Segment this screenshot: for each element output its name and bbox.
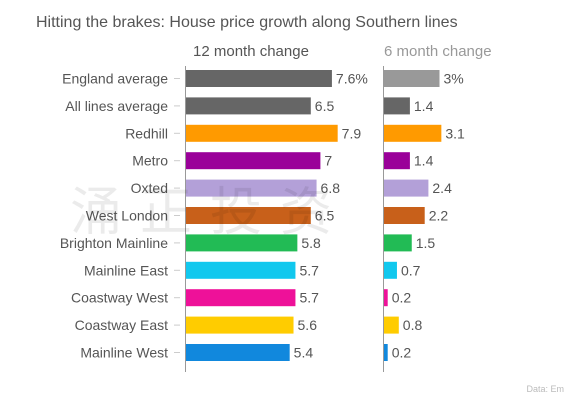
- bar: [384, 261, 397, 279]
- data-label: 7.6%: [336, 71, 368, 87]
- data-label: 0.7: [401, 262, 421, 278]
- data-label: 3%: [444, 71, 464, 87]
- category-label: Coastway East: [75, 317, 168, 333]
- bar: [384, 152, 410, 170]
- bar: [186, 179, 317, 197]
- data-label: 5.7: [299, 262, 319, 278]
- data-label: 2.2: [429, 208, 449, 224]
- bar: [384, 179, 429, 197]
- data-label: 3.1: [445, 125, 465, 141]
- bar: [186, 207, 311, 224]
- bar: [384, 97, 410, 115]
- data-label: 1.5: [416, 235, 436, 251]
- data-label: 5.4: [294, 345, 314, 361]
- category-label: Metro: [132, 153, 168, 169]
- source-note: Data: Em: [526, 384, 564, 394]
- bar: [186, 316, 294, 334]
- panel-heading: 6 month change: [384, 43, 492, 60]
- category-label: West London: [86, 208, 168, 224]
- bar: [186, 97, 311, 115]
- category-label: Oxted: [131, 180, 168, 196]
- category-label: Mainline West: [80, 345, 168, 361]
- category-label: England average: [62, 71, 168, 87]
- category-label: Brighton Mainline: [60, 235, 168, 251]
- category-label: Redhill: [125, 125, 168, 141]
- bar: [384, 234, 412, 252]
- bar: [384, 70, 440, 87]
- bar: [384, 316, 399, 334]
- bar: [186, 124, 338, 142]
- panel-heading: 12 month change: [193, 43, 309, 60]
- bar: [186, 261, 296, 279]
- data-label: 2.4: [432, 180, 452, 196]
- data-label: 0.2: [392, 345, 412, 361]
- data-label: 0.8: [403, 317, 423, 333]
- bar: [186, 70, 332, 87]
- data-label: 5.6: [298, 317, 318, 333]
- category-label: Coastway West: [71, 290, 168, 306]
- bar: [186, 289, 296, 307]
- bar: [186, 234, 298, 252]
- data-label: 7.9: [342, 125, 362, 141]
- data-label: 6.5: [315, 208, 335, 224]
- data-label: 7: [324, 153, 332, 169]
- bar: [384, 124, 442, 142]
- bar: [384, 344, 388, 361]
- category-label: Mainline East: [84, 262, 168, 278]
- data-label: 5.8: [301, 235, 321, 251]
- data-label: 1.4: [414, 153, 434, 169]
- data-label: 1.4: [414, 98, 434, 114]
- data-label: 0.2: [392, 290, 412, 306]
- data-label: 5.7: [299, 290, 319, 306]
- bar: [186, 152, 321, 170]
- chart-title: Hitting the brakes: House price growth a…: [36, 14, 458, 31]
- bar: [384, 289, 388, 307]
- category-label: All lines average: [65, 98, 168, 114]
- bar: [186, 344, 290, 361]
- data-label: 6.5: [315, 98, 335, 114]
- bar: [384, 207, 425, 224]
- watermark: 涌正投资: [70, 183, 351, 243]
- data-label: 6.8: [321, 180, 341, 196]
